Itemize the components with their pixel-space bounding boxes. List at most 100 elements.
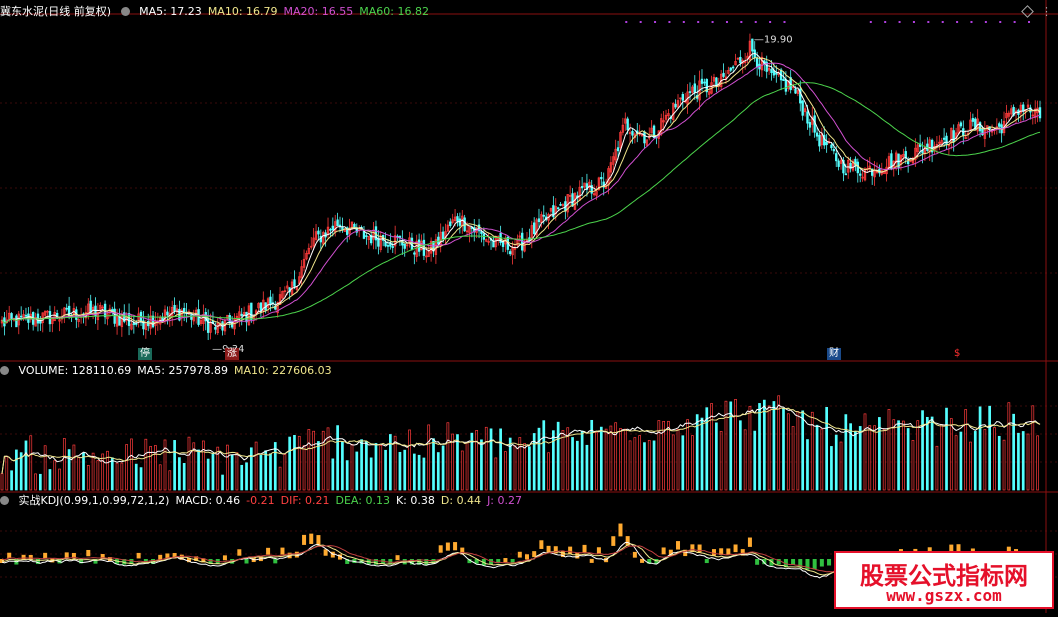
- volume-bar: [350, 444, 354, 491]
- candle-body: [441, 231, 445, 239]
- ma20-line: [1, 62, 1041, 324]
- event-marker-1[interactable]: 涨: [225, 348, 239, 360]
- volume-bar: [930, 416, 934, 491]
- signal-dot: [941, 21, 944, 23]
- volume-bar: [695, 414, 699, 491]
- volume-bar: [834, 434, 838, 491]
- volume-bar: [245, 462, 248, 491]
- candle-body: [612, 156, 615, 165]
- candle-body: [65, 307, 68, 310]
- candle-body: [969, 119, 972, 131]
- event-marker-0[interactable]: 停: [138, 348, 152, 360]
- signal-dot: [682, 21, 685, 23]
- volume-bar: [106, 450, 109, 491]
- volume-bar: [187, 436, 191, 491]
- volume-bar: [91, 452, 95, 491]
- event-marker-3[interactable]: $: [952, 348, 963, 360]
- volume-bar: [417, 454, 421, 491]
- candle-body: [87, 303, 90, 316]
- price-legend: 冀东水泥(日线 前复权) MA5: 17.23 MA10: 16.79 MA20: …: [0, 5, 441, 19]
- signal-dot: [754, 21, 757, 23]
- kdj-block: [640, 558, 645, 563]
- candle-body: [132, 322, 136, 325]
- signal-dot: [1028, 21, 1031, 23]
- candle-body: [952, 130, 955, 142]
- volume-bar: [302, 445, 306, 491]
- volume-bar: [34, 473, 37, 491]
- volume-label-0: VOLUME: 128110.69: [18, 364, 132, 377]
- kdj-block: [280, 547, 285, 555]
- candle-body: [456, 216, 459, 222]
- candle-body: [832, 148, 836, 152]
- watermark-title: 股票公式指标网: [860, 562, 1028, 590]
- volume-bar: [484, 426, 488, 491]
- kdj-block: [474, 559, 479, 564]
- volume-bar: [341, 441, 344, 491]
- candle-body: [254, 310, 258, 314]
- volume-bar: [39, 473, 42, 491]
- volume-bar: [508, 437, 512, 491]
- volume-bar: [494, 457, 498, 491]
- settings-icon[interactable]: [0, 496, 9, 505]
- kdj-block: [697, 544, 702, 553]
- kdj-block: [201, 558, 206, 563]
- volume-legend-items: VOLUME: 128110.69 MA5: 257978.89 MA10: 227…: [19, 364, 338, 377]
- volume-bar: [221, 474, 224, 491]
- volume-bar: [873, 425, 876, 491]
- volume-bar: [614, 422, 618, 491]
- event-marker-2[interactable]: 财: [827, 348, 841, 360]
- volume-bar: [331, 458, 335, 491]
- volume-bar: [595, 432, 598, 491]
- settings-icon[interactable]: [120, 7, 130, 16]
- volume-bar: [667, 420, 670, 491]
- candle-body: [487, 240, 490, 243]
- candle-body: [583, 182, 586, 188]
- kdj-block: [949, 544, 954, 553]
- kdj-block: [956, 544, 961, 552]
- candle-body: [672, 103, 675, 120]
- volume-bar: [892, 419, 896, 491]
- candle-body: [894, 152, 898, 164]
- candle-body: [978, 122, 982, 132]
- signal-dot: [697, 21, 700, 23]
- signal-dot: [783, 21, 786, 23]
- kdj-block: [827, 559, 832, 566]
- volume-bar: [518, 437, 522, 491]
- candle-body: [39, 320, 42, 324]
- kdj-block: [359, 559, 364, 564]
- volume-bar: [110, 457, 114, 491]
- kdj-block: [43, 552, 48, 559]
- volume-bar: [10, 470, 13, 491]
- volume-bar: [772, 401, 776, 491]
- ma5-line: [1, 52, 1041, 327]
- volume-bar: [230, 454, 234, 491]
- candle-body: [863, 168, 867, 181]
- candle-body: [173, 305, 176, 312]
- candle-body: [830, 144, 833, 149]
- candle-body: [135, 323, 138, 325]
- candle-body: [199, 319, 203, 324]
- volume-bar: [878, 417, 881, 491]
- kdj-block: [208, 559, 213, 565]
- volume-bar: [259, 454, 263, 491]
- settings-icon[interactable]: [0, 366, 9, 375]
- kdj-block: [776, 559, 781, 565]
- volume-bar: [1021, 431, 1025, 491]
- volume-bar: [202, 440, 205, 491]
- candle-body: [1005, 112, 1008, 119]
- candle-body: [595, 190, 598, 196]
- candle-body: [405, 244, 409, 247]
- volume-bar: [997, 435, 1001, 491]
- candle-body: [300, 266, 303, 278]
- kdj-block: [266, 547, 271, 555]
- kdj-block: [489, 559, 494, 565]
- candle-body: [302, 258, 306, 268]
- volume-bar: [489, 428, 493, 491]
- volume-bar: [24, 440, 28, 491]
- volume-bar: [801, 410, 805, 491]
- candle-body: [226, 314, 229, 319]
- menu-icon[interactable]: ⋮: [1041, 5, 1052, 18]
- candle-body: [691, 86, 694, 93]
